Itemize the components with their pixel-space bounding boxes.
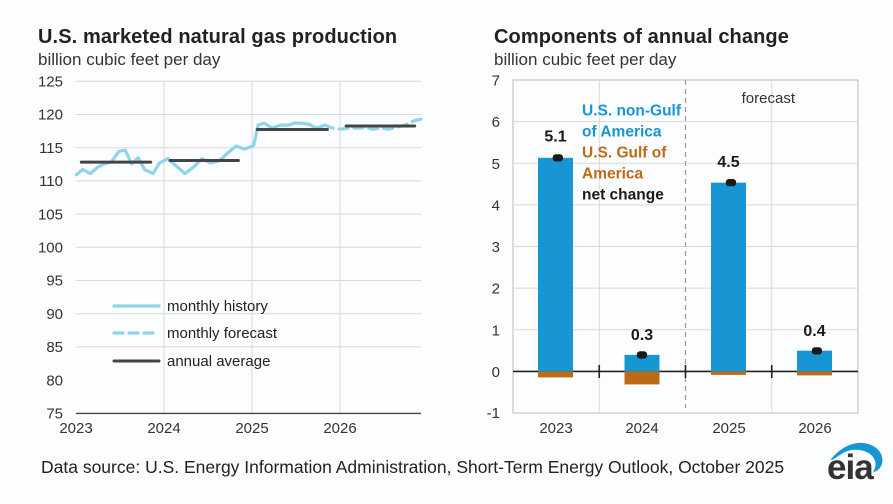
svg-text:eia: eia: [827, 448, 874, 487]
